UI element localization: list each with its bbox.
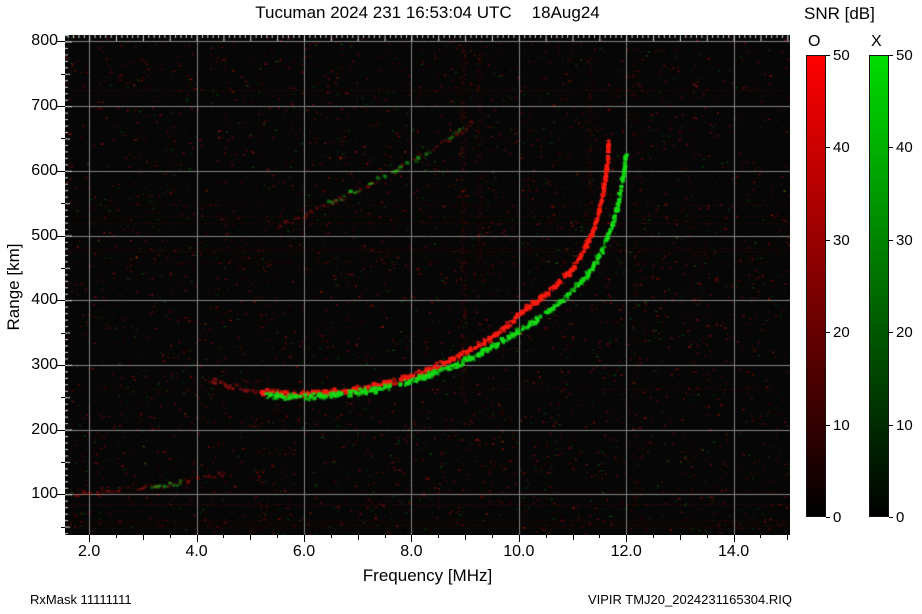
y-tick-label: 500 (31, 226, 58, 244)
x-minor-tick (491, 535, 493, 538)
o-colorbar-tick-label: 0 (833, 509, 842, 526)
x-mode-colorbar (869, 55, 889, 517)
station-datetime: Tucuman 2024 231 16:53:04 UTC (255, 3, 512, 22)
o-colorbar-tick-label: 50 (833, 47, 850, 64)
x-colorbar-tick (889, 55, 893, 56)
y-tick-label: 100 (31, 485, 58, 503)
legend-o-mode-label: O (808, 33, 821, 50)
rxmask-label: RxMask 11111111 (30, 592, 132, 607)
x-tick-label: 8.0 (400, 543, 423, 560)
x-minor-tick (572, 535, 574, 540)
legend-x-mode-label: X (871, 33, 882, 50)
x-colorbar-tick-label: 50 (896, 47, 913, 64)
o-colorbar-tick (826, 55, 830, 56)
o-colorbar-tick (826, 147, 830, 149)
plot-title: Tucuman 2024 231 16:53:04 UTC 18Aug24 (65, 3, 790, 23)
x-tick-mark (196, 535, 198, 542)
y-tick-mark (57, 494, 65, 496)
x-tick-label: 10.0 (503, 543, 535, 560)
x-tick-mark (411, 535, 413, 542)
ionogram-plot (65, 35, 790, 535)
x-minor-tick (116, 535, 118, 538)
x-minor-tick (250, 535, 252, 540)
x-colorbar-tick (889, 424, 893, 426)
x-colorbar-tick-label: 30 (896, 231, 913, 249)
o-colorbar-tick-label: 40 (833, 139, 850, 157)
y-minor-tick (61, 203, 65, 205)
y-minor-tick (61, 332, 65, 334)
x-tick-label: 4.0 (185, 543, 208, 560)
file-label: VIPIR TMJ20_2024231165304.RIQ (587, 592, 792, 607)
y-tick-label: 300 (31, 355, 58, 373)
y-tick-mark (57, 364, 65, 366)
x-minor-tick (545, 535, 547, 538)
y-minor-tick (61, 73, 65, 75)
x-colorbar-tick-label: 20 (896, 324, 913, 342)
x-tick-mark (303, 535, 305, 542)
x-tick-label: 12.0 (610, 543, 642, 560)
x-tick-mark (518, 535, 520, 542)
y-axis-title: Range [km] (4, 243, 23, 331)
x-tick-mark (733, 535, 735, 542)
o-colorbar-tick (826, 424, 830, 426)
y-minor-tick (61, 397, 65, 399)
x-minor-tick (223, 535, 225, 538)
x-minor-tick (277, 535, 279, 538)
y-tick-label: 400 (31, 291, 58, 309)
x-minor-tick (760, 535, 762, 538)
x-minor-tick (787, 535, 789, 540)
x-colorbar-tick (889, 147, 893, 149)
x-minor-tick (465, 535, 467, 540)
y-minor-tick (61, 461, 65, 463)
x-colorbar-tick (889, 517, 893, 518)
o-colorbar-tick-label: 20 (833, 324, 850, 342)
x-minor-tick (357, 535, 359, 540)
x-colorbar-tick-label: 0 (896, 509, 905, 526)
x-tick-label: 14.0 (718, 543, 750, 560)
x-tick-mark (626, 535, 628, 542)
date-label: 18Aug24 (531, 3, 600, 22)
x-minor-tick (438, 535, 440, 538)
y-minor-tick (61, 526, 65, 528)
x-minor-tick (169, 535, 171, 538)
y-tick-label: 800 (31, 32, 58, 50)
y-tick-mark (57, 300, 65, 302)
x-tick-mark (89, 535, 91, 542)
o-colorbar-tick (826, 517, 830, 518)
x-minor-tick (599, 535, 601, 538)
x-minor-tick (384, 535, 386, 538)
o-colorbar-tick-label: 10 (833, 416, 850, 434)
y-tick-mark (57, 429, 65, 431)
x-colorbar-tick (889, 239, 893, 241)
y-tick-mark (57, 235, 65, 237)
x-colorbar-tick (889, 332, 893, 334)
y-minor-tick (61, 267, 65, 269)
x-minor-tick (142, 535, 144, 540)
x-minor-tick (330, 535, 332, 538)
x-tick-label: 6.0 (292, 543, 316, 560)
legend-title: SNR [dB] (804, 4, 875, 23)
o-colorbar-tick (826, 239, 830, 241)
o-colorbar-tick (826, 332, 830, 334)
x-tick-label: 2.0 (78, 543, 101, 560)
x-colorbar-tick-label: 40 (896, 139, 913, 157)
x-minor-tick (653, 535, 655, 538)
y-tick-mark (57, 170, 65, 172)
y-tick-label: 700 (31, 97, 58, 115)
y-tick-mark (57, 41, 65, 43)
y-minor-tick (61, 138, 65, 140)
o-colorbar-tick-label: 30 (833, 231, 850, 249)
y-tick-label: 200 (31, 420, 58, 438)
y-tick-label: 600 (31, 161, 58, 179)
y-tick-mark (57, 106, 65, 108)
o-mode-colorbar (806, 55, 826, 517)
x-axis-title: Frequency [MHz] (362, 566, 493, 585)
x-minor-tick (706, 535, 708, 538)
x-minor-tick (679, 535, 681, 540)
x-colorbar-tick-label: 10 (896, 416, 913, 434)
